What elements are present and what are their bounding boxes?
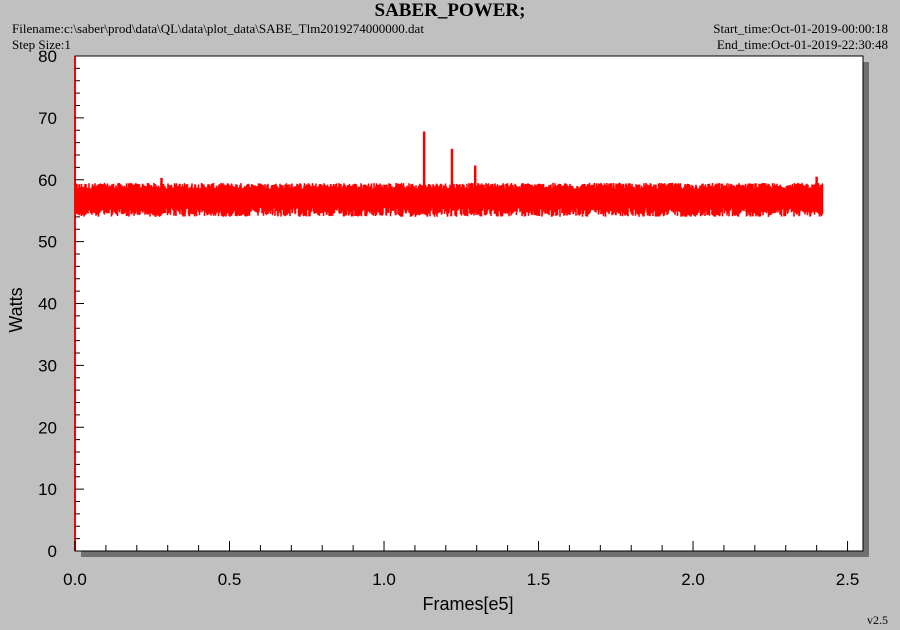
- x-tick-label: 0.5: [218, 570, 242, 589]
- y-tick-label: 50: [38, 233, 57, 252]
- x-tick-label: 1.5: [527, 570, 551, 589]
- filename-label: Filename:c:\saber\prod\data\QL\data\plot…: [12, 21, 424, 36]
- y-tick-label: 80: [38, 47, 57, 66]
- x-axis-label: Frames[e5]: [422, 594, 513, 614]
- x-tick-label: 1.0: [372, 570, 396, 589]
- version-label: v2.5: [867, 613, 888, 627]
- y-tick-label: 20: [38, 418, 57, 437]
- series-core: [75, 188, 823, 209]
- chart-title: SABER_POWER;: [374, 0, 526, 21]
- plot-area: [74, 55, 864, 552]
- y-tick-label: 40: [38, 295, 57, 314]
- step-size-label: Step Size:1: [12, 37, 71, 52]
- x-axis: 0.0 0.5 1.0 1.5 2.0 2.5: [63, 541, 859, 589]
- y-tick-label: 10: [38, 480, 57, 499]
- x-tick-label: 0.0: [63, 570, 87, 589]
- end-time-label: End_time:Oct-01-2019-22:30:48: [716, 37, 888, 52]
- y-tick-label: 60: [38, 171, 57, 190]
- y-tick-label: 30: [38, 356, 57, 375]
- start-time-label: Start_time:Oct-01-2019-00:00:18: [713, 21, 888, 36]
- y-axis: 0 10 20 30 40 50 60 70 80: [38, 47, 84, 561]
- x-tick-label: 2.5: [836, 570, 860, 589]
- y-tick-label: 0: [48, 542, 57, 561]
- series-layer: [74, 131, 824, 217]
- y-axis-label: Watts: [6, 287, 26, 332]
- x-tick-label: 2.0: [681, 570, 705, 589]
- y-tick-label: 70: [38, 109, 57, 128]
